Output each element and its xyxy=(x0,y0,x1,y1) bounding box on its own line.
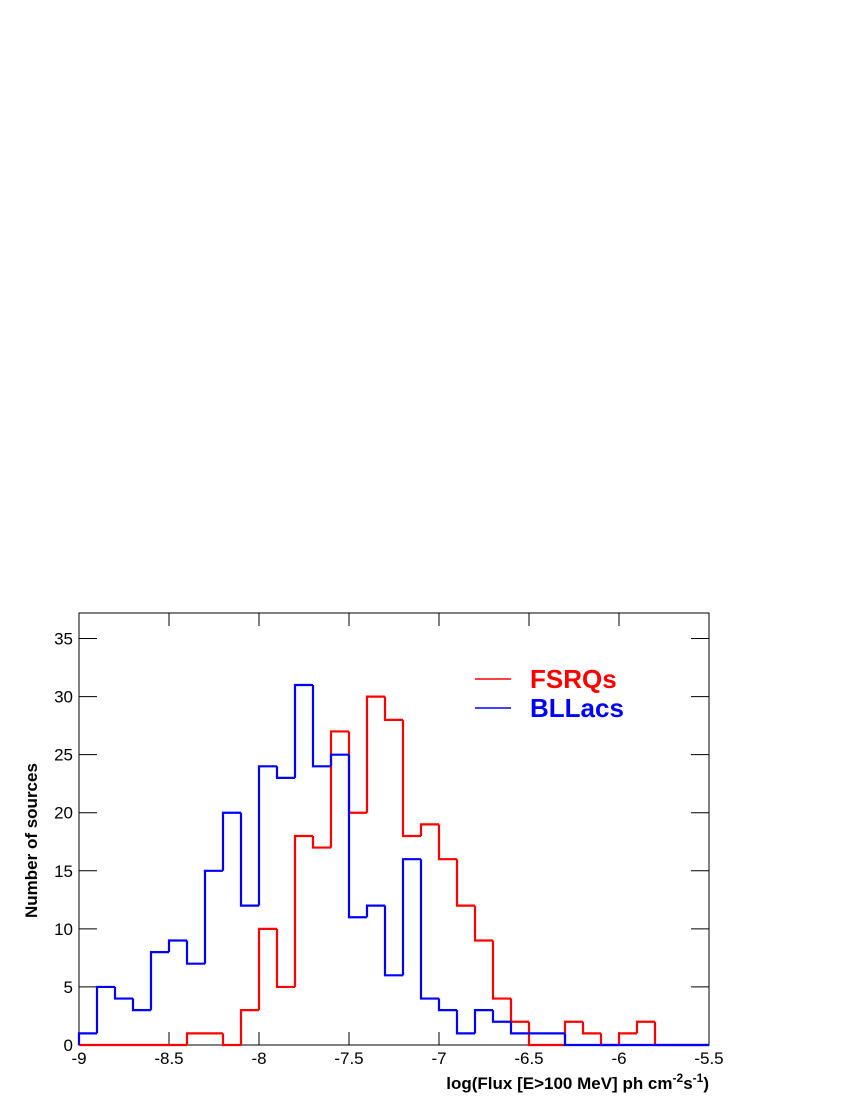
histogram-bin xyxy=(455,1010,475,1035)
histogram-bin xyxy=(635,1020,655,1034)
x-title-mid: s xyxy=(683,1074,692,1093)
histogram-bin xyxy=(527,1021,547,1047)
histogram-bin xyxy=(419,859,439,1000)
y-axis-title: Number of sources xyxy=(22,763,41,918)
y-tick-label: 0 xyxy=(64,1036,73,1055)
y-tick-label: 35 xyxy=(54,630,73,649)
histogram-bin xyxy=(239,1009,259,1045)
histogram-bin xyxy=(149,950,169,1011)
histogram-bin xyxy=(185,940,205,965)
histogram-bin xyxy=(239,812,259,907)
x-tick-label: -7 xyxy=(431,1049,446,1068)
x-title-end: ) xyxy=(703,1074,709,1093)
legend-label: FSRQs xyxy=(530,664,617,694)
histogram-bin xyxy=(581,1021,601,1035)
histogram-bin xyxy=(293,834,313,987)
histogram-bin xyxy=(617,1032,637,1045)
x-title-sup: -1 xyxy=(693,1071,704,1085)
histogram-bin xyxy=(491,940,511,1000)
histogram-bin xyxy=(131,998,151,1012)
histogram-bin xyxy=(599,1033,619,1047)
histogram-bin xyxy=(653,1021,673,1047)
histogram-bin xyxy=(401,858,421,976)
x-tick-label: -6 xyxy=(611,1049,626,1068)
histogram-bin xyxy=(509,1021,529,1035)
histogram-bin xyxy=(77,1032,97,1045)
histogram-bin xyxy=(95,985,115,1034)
histogram-bin xyxy=(221,811,241,871)
x-tick-label: -7.5 xyxy=(334,1049,363,1068)
y-tick-label: 10 xyxy=(54,920,73,939)
histogram-bin xyxy=(365,695,385,813)
histogram-bin xyxy=(311,835,331,849)
y-tick-label: 30 xyxy=(54,688,73,707)
histogram-bin xyxy=(347,754,367,919)
histogram-bin xyxy=(563,1020,583,1045)
histogram-bin xyxy=(419,823,439,836)
histogram-bin xyxy=(257,927,277,1011)
histogram-bin xyxy=(509,998,529,1023)
x-title-main: log(Flux [E>100 MeV] ph cm xyxy=(446,1074,672,1093)
legend-label: BLLacs xyxy=(530,693,624,723)
histogram-bin xyxy=(437,998,457,1012)
x-tick-label: -8.5 xyxy=(154,1049,183,1068)
histogram-bin xyxy=(383,696,403,721)
histogram-bin xyxy=(257,765,277,906)
histogram-bin xyxy=(473,905,493,942)
histogram-bin xyxy=(563,1033,583,1047)
y-tick-label: 25 xyxy=(54,746,73,765)
histogram-bin xyxy=(113,986,133,1000)
histogram-bin xyxy=(329,730,349,848)
x-title-sup: -2 xyxy=(673,1071,684,1085)
plot-frame xyxy=(78,612,710,1046)
histogram-bin xyxy=(221,1033,241,1047)
y-tick-label: 20 xyxy=(54,804,73,823)
histogram-bin xyxy=(383,905,403,977)
x-axis-title: log(Flux [E>100 MeV] ph cm-2s-1) xyxy=(446,1071,709,1093)
histogram-bin xyxy=(437,824,457,861)
x-tick-label: -8 xyxy=(251,1049,266,1068)
histogram-bin xyxy=(455,859,475,907)
histogram-bin xyxy=(275,766,295,780)
histogram-bin xyxy=(293,683,313,778)
y-tick-label: 5 xyxy=(64,978,73,997)
histogram-bin xyxy=(365,904,385,918)
y-tick-label: 15 xyxy=(54,862,73,881)
histogram-bin xyxy=(311,685,331,768)
histogram-bin xyxy=(473,1009,493,1034)
histogram-bin xyxy=(401,719,421,838)
histogram-bin xyxy=(275,928,295,989)
x-tick-label: -5.5 xyxy=(694,1049,723,1068)
histogram-bin xyxy=(347,731,367,814)
histogram-bin xyxy=(167,939,187,953)
histogram-bin xyxy=(491,1010,511,1023)
histogram-bin xyxy=(185,1032,205,1045)
x-tick-label: -6.5 xyxy=(514,1049,543,1068)
histogram-bin xyxy=(329,753,349,767)
histogram-bin xyxy=(203,869,223,964)
x-tick-label: -9 xyxy=(71,1049,86,1068)
